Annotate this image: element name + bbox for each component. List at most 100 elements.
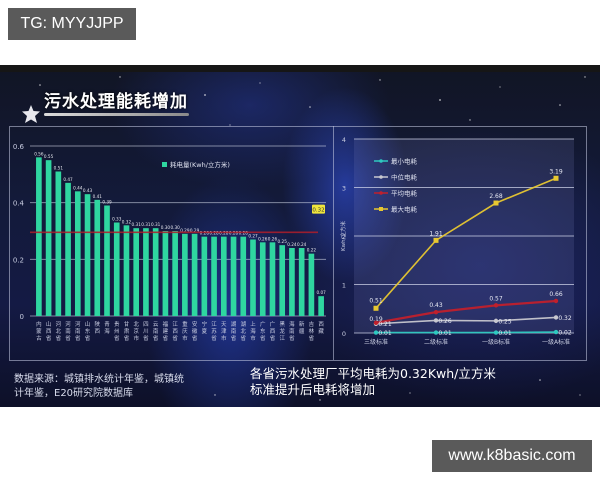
legend-swatch bbox=[162, 162, 167, 167]
x-category-label: 一级B标准 bbox=[482, 338, 510, 346]
svg-text:天: 天 bbox=[221, 321, 227, 328]
svg-text:南: 南 bbox=[153, 327, 159, 335]
svg-text:河: 河 bbox=[56, 320, 62, 328]
charts-divider bbox=[333, 126, 334, 360]
y-tick-label: 2 bbox=[342, 233, 346, 241]
y-tick-label: 0.4 bbox=[13, 200, 25, 208]
data-point bbox=[493, 303, 499, 308]
data-point bbox=[493, 318, 499, 324]
bar bbox=[211, 236, 217, 316]
y-tick-label: 0 bbox=[20, 313, 24, 321]
x-category-label: 河南省 bbox=[75, 320, 81, 342]
point-value-label: 0.57 bbox=[489, 295, 503, 302]
data-point bbox=[493, 200, 499, 206]
svg-text:省: 省 bbox=[65, 334, 71, 342]
bar-value-label: 0.29 bbox=[190, 228, 200, 233]
point-value-label: 0.66 bbox=[549, 291, 563, 298]
bar bbox=[94, 199, 101, 316]
point-value-label: 0.01 bbox=[498, 330, 512, 337]
point-value-label: 0.01 bbox=[438, 330, 452, 337]
svg-text:海: 海 bbox=[104, 327, 110, 335]
bar bbox=[191, 233, 198, 316]
bar-value-label: 0.30 bbox=[161, 225, 171, 230]
svg-text:省: 省 bbox=[172, 334, 178, 342]
bar-value-label: 0.28 bbox=[200, 231, 210, 236]
svg-text:夏: 夏 bbox=[202, 328, 208, 335]
bar-value-label: 0.31 bbox=[132, 222, 142, 227]
data-point bbox=[433, 318, 439, 323]
bar bbox=[289, 248, 295, 316]
y-tick-label: 4 bbox=[342, 136, 346, 144]
svg-text:云: 云 bbox=[153, 321, 159, 328]
bar bbox=[259, 242, 266, 316]
svg-text:南: 南 bbox=[231, 327, 237, 335]
x-category-label: 内蒙古 bbox=[36, 320, 42, 342]
bar bbox=[318, 296, 324, 316]
x-category-label: 青海 bbox=[104, 320, 110, 335]
svg-text:建: 建 bbox=[163, 327, 169, 335]
legend-item: 最小电耗 bbox=[374, 157, 418, 166]
bar-value-label: 0.43 bbox=[83, 188, 93, 193]
svg-text:平均电耗: 平均电耗 bbox=[391, 189, 418, 198]
svg-text:藏: 藏 bbox=[318, 327, 324, 335]
x-category-label: 山西省 bbox=[46, 320, 52, 342]
svg-text:省: 省 bbox=[241, 334, 247, 342]
svg-text:东: 东 bbox=[85, 327, 91, 335]
svg-text:海: 海 bbox=[250, 327, 256, 335]
bar-value-label: 0.28 bbox=[209, 231, 219, 236]
svg-text:广: 广 bbox=[260, 320, 266, 328]
svg-text:省: 省 bbox=[46, 334, 52, 342]
bar bbox=[152, 228, 159, 316]
bar-value-label: 0.24 bbox=[297, 242, 307, 247]
point-value-label: 0.32 bbox=[558, 315, 572, 322]
x-category-label: 云南省 bbox=[153, 321, 159, 342]
x-category-label: 新疆 bbox=[299, 320, 305, 335]
x-category-label: 湖南省 bbox=[231, 320, 237, 342]
svg-text:海: 海 bbox=[289, 320, 295, 328]
svg-text:四: 四 bbox=[143, 321, 149, 328]
note-line-2: 标准提升后电耗将增加 bbox=[250, 382, 376, 397]
bar bbox=[201, 236, 208, 316]
data-point bbox=[433, 330, 439, 335]
bar-value-label: 0.51 bbox=[54, 166, 64, 171]
source-line-2: 计年鉴，E20研究院数据库 bbox=[14, 388, 134, 399]
bar-value-label: 0.26 bbox=[258, 236, 268, 241]
svg-text:新: 新 bbox=[299, 320, 305, 328]
bar-value-label: 0.22 bbox=[307, 248, 317, 253]
point-value-label: 1.91 bbox=[429, 230, 443, 237]
x-category-label: 江西省 bbox=[172, 321, 178, 342]
x-category-label: 陕西 bbox=[95, 320, 101, 335]
svg-text:蒙: 蒙 bbox=[36, 327, 42, 335]
y-axis-label: Kwh/立方米 bbox=[339, 221, 347, 251]
point-value-label: 2.68 bbox=[489, 193, 503, 200]
bar-value-label: 0.24 bbox=[287, 242, 297, 247]
bar bbox=[308, 253, 315, 316]
bar bbox=[269, 242, 276, 316]
bar bbox=[45, 160, 52, 316]
data-point bbox=[373, 305, 379, 311]
bar bbox=[230, 236, 237, 316]
x-category-label: 天津市 bbox=[221, 321, 227, 342]
svg-text:江: 江 bbox=[279, 335, 285, 342]
svg-text:安: 安 bbox=[192, 320, 198, 328]
y-tick-label: 3 bbox=[342, 185, 346, 193]
svg-text:北: 北 bbox=[241, 327, 247, 335]
legend-item: 中位电耗 bbox=[374, 173, 418, 182]
x-category-label: 宁夏 bbox=[202, 320, 208, 335]
x-category-label: 河北省 bbox=[56, 320, 62, 342]
svg-text:黑: 黑 bbox=[279, 321, 285, 328]
svg-text:省: 省 bbox=[163, 334, 169, 342]
x-category-label: 河南省 bbox=[65, 320, 71, 342]
x-category-label: 西藏 bbox=[318, 321, 324, 335]
svg-text:省: 省 bbox=[56, 334, 62, 342]
legend-label: 耗电量(Kwh/立方米) bbox=[170, 160, 230, 169]
x-category-label: 上海市 bbox=[250, 320, 256, 342]
svg-text:林: 林 bbox=[309, 327, 315, 335]
point-value-label: 0.51 bbox=[369, 297, 383, 304]
legend-item: 平均电耗 bbox=[374, 189, 418, 198]
svg-text:中位电耗: 中位电耗 bbox=[391, 173, 418, 182]
bar-value-label: 0.39 bbox=[102, 200, 112, 205]
svg-text:省: 省 bbox=[289, 334, 295, 342]
x-category-label: 广西省 bbox=[270, 320, 276, 342]
